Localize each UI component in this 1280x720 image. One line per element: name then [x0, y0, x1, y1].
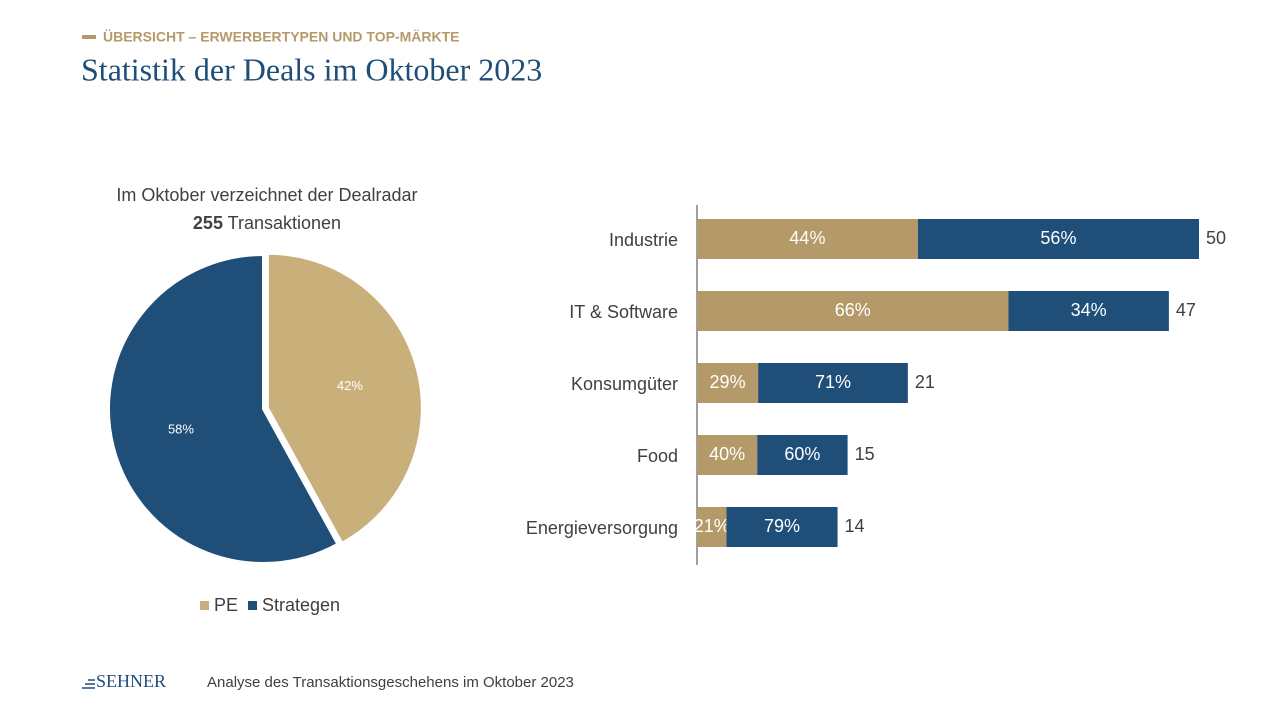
total-text: Transaktionen: [228, 213, 341, 233]
total-label: 14: [845, 516, 865, 536]
segment-label: 40%: [709, 444, 745, 464]
pie-label: 42%: [337, 378, 363, 393]
segment-label: 56%: [1040, 228, 1076, 248]
logo-icon: [82, 679, 95, 689]
bar-segment: [758, 363, 908, 403]
bar-segment: [917, 219, 1199, 259]
bar-segment: [726, 507, 838, 547]
bar-segment: [697, 363, 759, 403]
kicker: ÜBERSICHT – ERWERBERTYPEN UND TOP-MÄRKTE: [103, 29, 460, 45]
segment-label: 44%: [789, 228, 825, 248]
kicker-mark: [82, 35, 96, 39]
segment-label: 71%: [815, 372, 851, 392]
pie-slice: [266, 252, 423, 545]
category-label: Energieversorgung: [526, 518, 678, 538]
total: 255: [193, 213, 223, 233]
bar-segment: [697, 219, 918, 259]
segment-label: 79%: [764, 516, 800, 536]
segment-label: 66%: [835, 300, 871, 320]
category-label: Konsumgüter: [571, 374, 678, 394]
footer-text: Analyse des Transaktionsgeschehens im Ok…: [207, 674, 574, 691]
bar-segment: [697, 291, 1009, 331]
bar-segment: [697, 507, 727, 547]
segment-label: 34%: [1071, 300, 1107, 320]
segment-label: 21%: [694, 516, 730, 536]
pie-title: Im Oktober verzeichnet der Dealradar: [116, 185, 417, 205]
pie-slice: [108, 253, 339, 564]
legend-label: Strategen: [262, 595, 340, 615]
category-label: Food: [637, 446, 678, 466]
slide-title: Statistik der Deals im Oktober 2023: [81, 51, 542, 87]
pie-subtitle: 255 Transaktionen: [193, 213, 341, 233]
total-label: 21: [915, 372, 935, 392]
total-label: 50: [1206, 228, 1226, 248]
segment-label: 60%: [784, 444, 820, 464]
legend-label: PE: [214, 595, 238, 615]
category-label: IT & Software: [569, 302, 678, 322]
segment-label: 29%: [710, 372, 746, 392]
bar-segment: [1008, 291, 1169, 331]
legend-swatch: [200, 601, 209, 610]
total-label: 15: [855, 444, 875, 464]
pie-label: 58%: [168, 422, 194, 437]
bar-segment: [697, 435, 758, 475]
category-label: Industrie: [609, 230, 678, 250]
legend-swatch: [248, 601, 258, 610]
total-label: 47: [1176, 300, 1196, 320]
bar-segment: [757, 435, 848, 475]
logo: SEHNER: [96, 671, 166, 691]
